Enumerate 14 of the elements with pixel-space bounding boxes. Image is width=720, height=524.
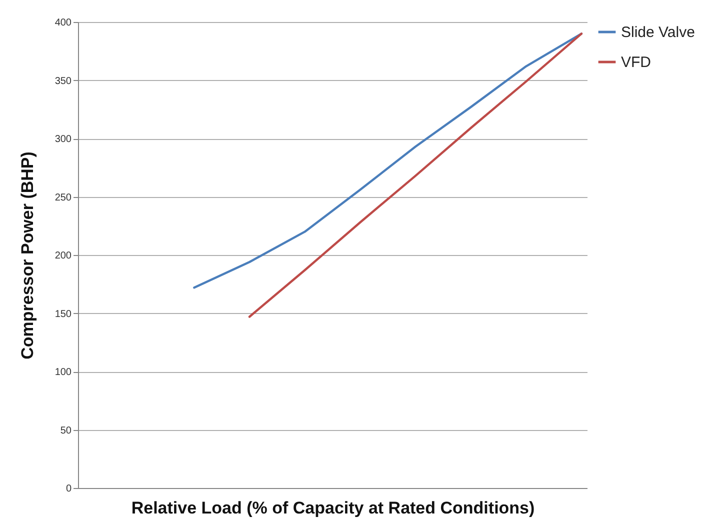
y-tick-label: 50: [60, 425, 72, 436]
y-tick-label: 0: [66, 484, 72, 494]
y-tick-label: 200: [54, 250, 72, 262]
y-tick-label: 400: [54, 18, 72, 28]
y-tick-label: 350: [54, 76, 72, 87]
legend-label: VFD: [621, 54, 652, 71]
x-axis-title: Relative Load (% of Capacity at Rated Conditions): [131, 498, 535, 518]
y-tick-label: 100: [54, 367, 72, 378]
y-tick-label: 150: [54, 308, 72, 320]
line-series: [248, 32, 583, 318]
y-tick-label: 250: [54, 192, 72, 204]
y-axis-title: Compressor Power (BHP): [18, 152, 37, 360]
legend-label: Slide Valve: [621, 24, 695, 41]
y-tick-label: 300: [54, 134, 72, 145]
